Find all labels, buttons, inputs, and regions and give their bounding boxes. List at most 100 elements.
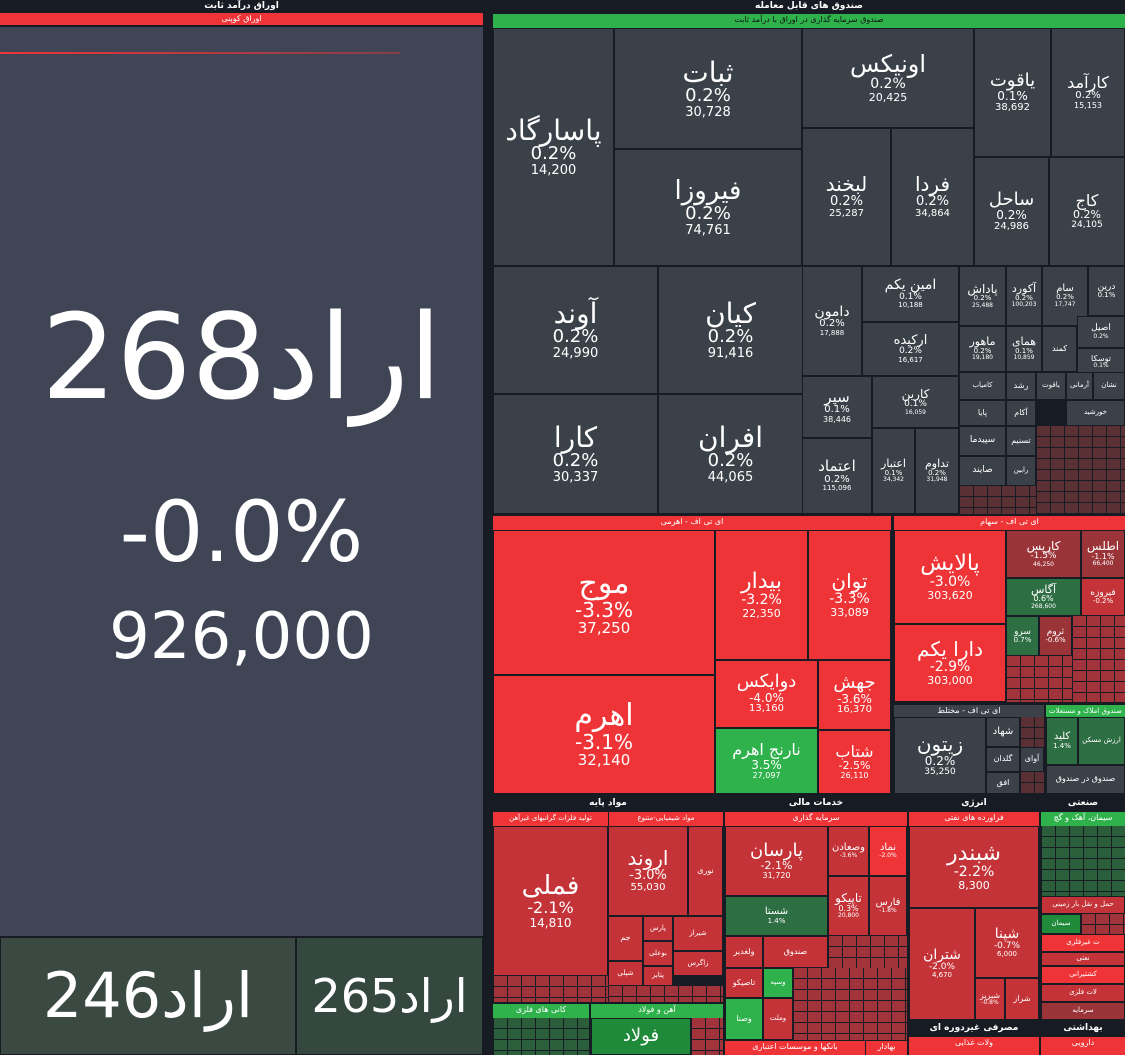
stock-tile[interactable]: فارس -1.8% (869, 876, 907, 936)
stock-tile[interactable]: آکورد 0.2% 100,203 (1006, 266, 1042, 326)
stock-tile[interactable]: کامیاب (959, 372, 1006, 400)
stock-tile[interactable]: حمل و نقل بار زمینی (1041, 896, 1125, 914)
stock-tile[interactable]: پایا (959, 400, 1006, 426)
stock-tile[interactable]: خورشید (1066, 400, 1125, 426)
stock-tile[interactable]: کارا 0.2% 30,337 (493, 394, 658, 514)
stock-tile[interactable]: دوایکس -4.0% 13,160 (715, 660, 818, 728)
stock-tile[interactable]: فیروزه -0.2% (1081, 578, 1125, 616)
stock-tile[interactable]: تداوم 0.2% 31,948 (915, 428, 959, 514)
stock-tile[interactable]: یاقوت 0.1% 38,692 (974, 28, 1051, 157)
stock-tile[interactable]: توان -3.3% 33,089 (808, 530, 891, 660)
stock-tile[interactable]: دارا یکم -2.9% 303,000 (894, 624, 1006, 702)
stock-tile[interactable]: نوری (688, 826, 723, 916)
stock-tile[interactable]: سرمایه (1041, 1002, 1125, 1020)
stock-tile[interactable]: ماهور 0.2% 19,180 (959, 326, 1006, 372)
stock-tile[interactable]: شپلی (608, 961, 643, 986)
stock-tile[interactable]: شبندر -2.2% 8,300 (909, 826, 1039, 908)
stock-tile[interactable]: اطلس -1.1% 66,400 (1081, 530, 1125, 578)
stock-tile[interactable]: نماد -2.0% (869, 826, 907, 876)
stock-tile[interactable]: بوعلی (643, 941, 673, 966)
stock-tile[interactable]: بیدار -3.2% 22,350 (715, 530, 808, 660)
stock-tile[interactable]: کمند (1042, 326, 1077, 372)
stock-tile[interactable]: همای 0.1% 10,859 (1006, 326, 1042, 372)
stock-tile[interactable]: نارنج اهرم 3.5% 27,097 (715, 728, 818, 794)
stock-tile[interactable]: تسنیم (1006, 426, 1036, 456)
stock-tile[interactable]: پتایر (643, 966, 673, 986)
stock-tile[interactable]: رشد (1006, 372, 1036, 400)
bond-tile-arad265[interactable]: اراد265 (296, 937, 483, 1055)
stock-tile[interactable]: صایند (959, 456, 1006, 486)
stock-tile[interactable]: دامون 0.2% 17,888 (802, 266, 862, 376)
stock-tile[interactable]: افران 0.2% 44,065 (658, 394, 803, 514)
stock-tile[interactable]: آوای (1020, 747, 1044, 772)
stock-tile[interactable]: شتران -2.0% 4,670 (909, 908, 975, 1020)
stock-tile[interactable]: اهرم -3.1% 32,140 (493, 675, 715, 794)
stock-tile[interactable]: صندوق (763, 936, 828, 968)
stock-tile[interactable]: شتاب -2.5% 26,110 (818, 730, 891, 794)
stock-tile[interactable]: لات فلزی (1041, 984, 1125, 1002)
stock-tile[interactable]: شراز (1005, 978, 1039, 1020)
fund-tile-kelid[interactable]: کلید 1.4% (1046, 717, 1078, 765)
bond-tile-arad246[interactable]: اراد246 (0, 937, 296, 1055)
stock-tile[interactable]: کیان 0.2% 91,416 (658, 266, 803, 394)
stock-tile[interactable]: آکام (1006, 400, 1036, 426)
stock-tile[interactable]: پاسارگاد 0.2% 14,200 (493, 28, 614, 266)
stock-tile[interactable]: جهش -3.6% 16,370 (818, 660, 891, 730)
stock-tile[interactable]: شیراز (673, 916, 723, 951)
stock-tile[interactable]: وملت (763, 998, 793, 1040)
stock-tile[interactable]: شستا 1.4% (725, 896, 828, 936)
stock-tile[interactable]: فیروزا 0.2% 74,761 (614, 149, 802, 266)
stock-tile[interactable]: سپر 0.1% 38,446 (802, 376, 872, 438)
stock-tile[interactable]: پارسان -2.1% 31,720 (725, 826, 828, 896)
stock-tile[interactable]: نعتی (1041, 952, 1125, 966)
stock-tile[interactable]: یاقوت (1036, 372, 1066, 400)
stock-tile[interactable]: اونیکس 0.2% 20,425 (802, 28, 974, 128)
stock-tile[interactable]: رابین (1006, 456, 1036, 486)
stock-tile[interactable]: اصیل 0.2% (1077, 316, 1125, 348)
stock-tile[interactable]: افق (986, 772, 1020, 794)
stock-tile[interactable]: اعتماد 0.2% 115,096 (802, 438, 872, 514)
stock-tile[interactable]: شپنا -0.7% 6,000 (975, 908, 1039, 978)
stock-tile[interactable]: وصنا (725, 998, 763, 1040)
stock-tile[interactable]: کاج 0.2% 24,105 (1049, 157, 1125, 266)
stock-tile[interactable]: اعتبار 0.1% 34,342 (872, 428, 915, 514)
stock-tile[interactable]: ارکیده 0.2% 16,617 (862, 322, 959, 376)
stock-tile[interactable]: درین 0.1% (1088, 266, 1125, 316)
stock-tile[interactable]: شبریز -0.8% (975, 978, 1005, 1020)
stock-tile[interactable]: پاداش 0.2% 25,488 (959, 266, 1006, 326)
stock-tile[interactable]: تاصیکو (725, 968, 763, 998)
stock-tile[interactable]: سرو 0.7% (1006, 616, 1039, 656)
stock-tile[interactable]: سپیدما (959, 426, 1006, 456)
stock-tile[interactable]: کاریس -1.5% 46,250 (1006, 530, 1081, 578)
stock-tile[interactable]: وصعادن -3.6% (828, 826, 869, 876)
stock-tile[interactable]: نشان (1093, 372, 1125, 400)
stock-tile[interactable]: کارآمد 0.2% 15,153 (1051, 28, 1125, 157)
stock-tile[interactable]: سام 0.2% 17,747 (1042, 266, 1088, 326)
stock-tile[interactable]: زیتون 0.2% 35,250 (894, 717, 986, 794)
stock-tile[interactable]: تاپیکو 0.3% 20,800 (828, 876, 869, 936)
stock-tile[interactable]: فردا 0.2% 34,864 (891, 128, 974, 266)
stock-tile[interactable]: آرمانی (1066, 372, 1093, 400)
stock-tile[interactable]: زاگرس (673, 951, 723, 976)
stock-tile[interactable]: امین یکم 0.1% 10,188 (862, 266, 959, 322)
stock-tile[interactable]: موج -3.3% 37,250 (493, 530, 715, 675)
stock-tile[interactable]: جم (608, 916, 643, 961)
stock-tile[interactable]: گلدان (986, 747, 1020, 772)
stock-tile[interactable]: سیمان (1041, 914, 1081, 934)
stock-tile[interactable]: فملی -2.1% 14,810 (493, 826, 608, 976)
stock-tile[interactable]: ثبات 0.2% 30,728 (614, 28, 802, 149)
fixed-income-main-tile[interactable]: اراد268 -0.0% 926,000 (0, 27, 483, 936)
stock-tile[interactable]: کشتیرانی (1041, 966, 1125, 984)
fund-of-funds-tile[interactable]: صندوق در صندوق (1046, 765, 1125, 794)
stock-tile[interactable]: آگاس 0.6% 268,600 (1006, 578, 1081, 616)
stock-tile[interactable]: لبخند 0.2% 25,287 (802, 128, 891, 266)
stock-tile[interactable]: ثروم -0.6% (1039, 616, 1072, 656)
stock-tile[interactable]: ولغدیر (725, 936, 763, 968)
stock-tile[interactable]: ساحل 0.2% 24,986 (974, 157, 1049, 266)
stock-tile[interactable]: اروند -3.0% 55,030 (608, 826, 688, 916)
stock-tile[interactable]: وسپه (763, 968, 793, 998)
stock-tile[interactable]: آوند 0.2% 24,990 (493, 266, 658, 394)
stock-tile[interactable]: ت غیرفلزی (1041, 934, 1125, 952)
stock-tile[interactable]: پالایش -3.0% 303,620 (894, 530, 1006, 624)
fund-tile-maskan[interactable]: ارزش مسکن (1078, 717, 1125, 765)
